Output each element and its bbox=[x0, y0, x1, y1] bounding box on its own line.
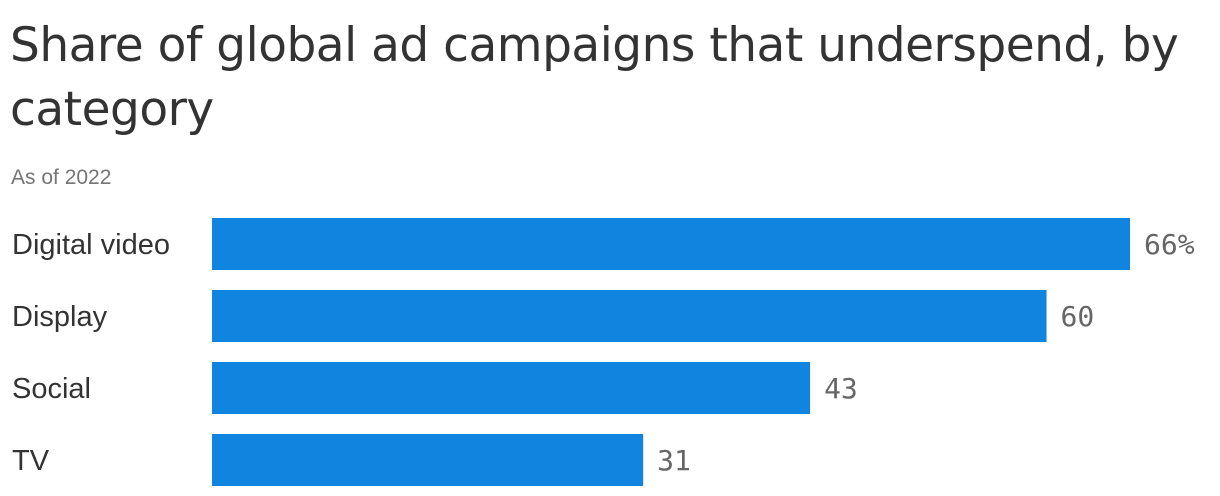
value-label: 66% bbox=[1144, 228, 1195, 261]
category-label: TV bbox=[12, 445, 50, 477]
value-label: 31 bbox=[657, 444, 691, 477]
bar bbox=[212, 362, 811, 414]
bar bbox=[212, 434, 644, 486]
category-label: Display bbox=[12, 301, 108, 333]
category-label: Digital video bbox=[12, 229, 170, 261]
bar bbox=[212, 218, 1130, 270]
chart-subtitle: As of 2022 bbox=[11, 166, 112, 189]
chart-title: Share of global ad campaigns that unders… bbox=[10, 18, 1179, 137]
value-label: 60 bbox=[1061, 300, 1095, 333]
bar bbox=[212, 290, 1047, 342]
category-label: Social bbox=[12, 373, 91, 405]
value-label: 43 bbox=[824, 372, 858, 405]
